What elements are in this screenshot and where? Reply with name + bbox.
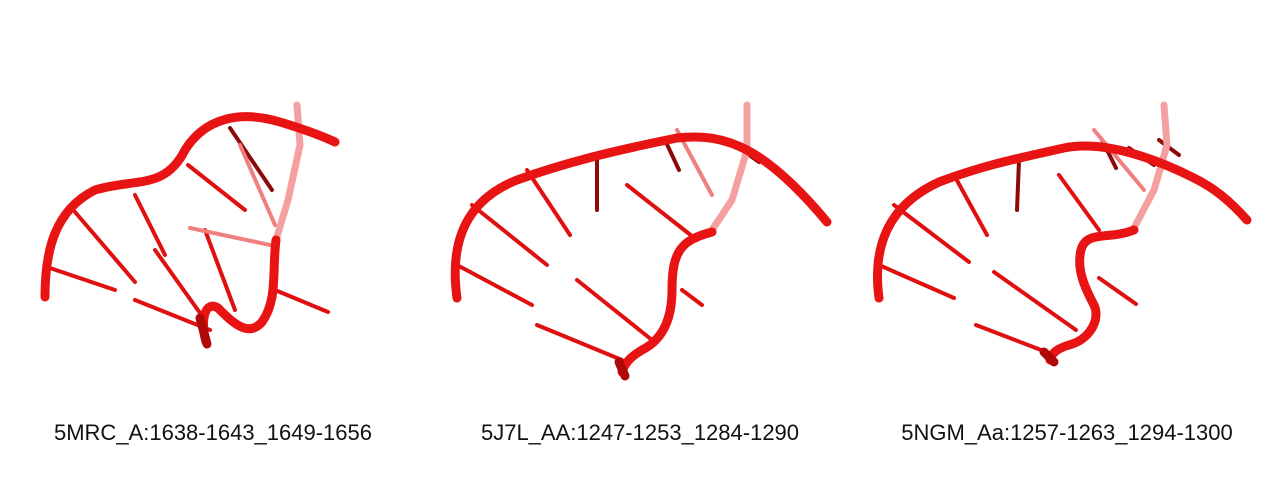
base-rung (73, 210, 137, 284)
base-rung (455, 263, 534, 307)
rna-backbone (40, 112, 340, 302)
base-rung (1015, 158, 1021, 212)
base-rung (48, 266, 117, 292)
base-rung (625, 183, 699, 242)
rna-structure-image-2 (450, 101, 832, 381)
base-rung (186, 163, 247, 212)
base-rung (575, 278, 654, 342)
base-rung (877, 263, 956, 300)
base-rung (470, 203, 549, 267)
base-rung (203, 228, 237, 312)
rna-backbone-shadow (614, 357, 630, 381)
rna-backbone-back (708, 101, 751, 234)
structure-panel-1: 5MRC_A:1638-1643_1649-1656 (0, 0, 426, 480)
rna-backbone (199, 235, 281, 347)
rna-backbone-shadow (195, 313, 212, 349)
rna-backbone (450, 132, 832, 303)
base-rung (525, 168, 572, 237)
structure-panel-2: 5J7L_AA:1247-1253_1284-1290 (427, 0, 853, 480)
rna-backbone (1045, 225, 1139, 365)
base-rung (680, 288, 704, 307)
rna-backbone (873, 141, 1252, 303)
structure-label: 5NGM_Aa:1257-1263_1294-1300 (901, 420, 1233, 445)
base-rung (188, 226, 272, 247)
base-rung (892, 203, 971, 264)
base-rung (1092, 128, 1146, 192)
base-rung (273, 288, 330, 314)
structure-label: 5MRC_A:1638-1643_1649-1656 (53, 420, 372, 445)
base-rung (228, 126, 274, 192)
base-rung (153, 248, 207, 322)
structure-panel-3: 5NGM_Aa:1257-1263_1294-1300 (854, 0, 1280, 480)
base-rung (952, 173, 989, 237)
rna-structure-image-1 (40, 101, 340, 349)
base-rung (1097, 276, 1138, 306)
rna-backbone-shadow (1039, 347, 1059, 367)
rna-structure-image-3 (873, 101, 1252, 367)
base-rung (1057, 173, 1101, 232)
structure-label: 5J7L_AA:1247-1253_1284-1290 (480, 420, 800, 445)
base-rung (535, 323, 624, 362)
base-rung (992, 270, 1078, 332)
base-rung (663, 138, 681, 172)
rna-backbone (617, 227, 717, 377)
base-rung (238, 143, 277, 227)
base-rung (133, 193, 167, 257)
